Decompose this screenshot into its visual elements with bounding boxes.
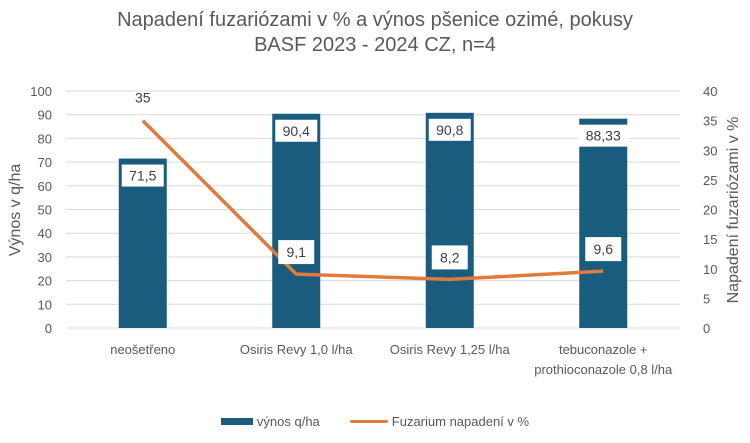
y-tick-label: 10 bbox=[38, 297, 52, 312]
y-tick-label: 40 bbox=[38, 226, 52, 241]
y2-tick-label: 25 bbox=[703, 173, 717, 188]
bar-value-box bbox=[578, 124, 629, 147]
y-tick-label: 50 bbox=[38, 203, 52, 218]
y-tick-label: 0 bbox=[45, 321, 52, 336]
y-tick-label: 20 bbox=[38, 274, 52, 289]
legend-item-bar: výnos q/ha bbox=[220, 414, 320, 429]
y2-tick-label: 0 bbox=[703, 321, 710, 336]
legend: výnos q/ha Fuzarium napadení v % bbox=[0, 414, 750, 429]
chart-title-line-1: Napadení fuzariózami v % a výnos pšenice… bbox=[117, 9, 633, 31]
y-tick-label: 80 bbox=[38, 131, 52, 146]
bar-value-label: 71,5 bbox=[129, 168, 156, 184]
line-swatch-icon bbox=[349, 420, 388, 423]
y2-tick-label: 35 bbox=[703, 114, 717, 129]
legend-line-label: Fuzarium napadení v % bbox=[391, 414, 530, 429]
x-category-label: Osiris Revy 1,0 l/ha bbox=[240, 342, 353, 357]
line-value-box bbox=[278, 240, 315, 265]
x-category-label: tebuconazole + bbox=[559, 342, 648, 357]
chart-title-line-2: BASF 2023 - 2024 CZ, n=4 bbox=[254, 34, 496, 56]
bar-value-label: 90,8 bbox=[436, 122, 463, 138]
x-category-label: prothioconazole 0,8 l/ha bbox=[534, 362, 673, 377]
line-value-label: 35 bbox=[135, 90, 151, 106]
line-value-box bbox=[431, 245, 468, 270]
bar-swatch-icon bbox=[220, 418, 253, 425]
bar-value-box bbox=[428, 118, 471, 141]
bar bbox=[118, 158, 167, 328]
y-tick-label: 70 bbox=[38, 155, 52, 170]
bar-value-box bbox=[275, 119, 318, 142]
bar bbox=[272, 113, 321, 328]
bar-value-box bbox=[121, 164, 164, 187]
y2-tick-label: 40 bbox=[703, 84, 717, 99]
x-category-label: neošetřeno bbox=[110, 342, 175, 357]
bar bbox=[425, 112, 474, 328]
legend-bar-label: výnos q/ha bbox=[256, 414, 320, 429]
y2-axis-title: Napadení fuzariózami v % bbox=[725, 117, 742, 304]
y-axis-title: Výnos v q/ha bbox=[7, 164, 24, 257]
y-tick-label: 30 bbox=[38, 250, 52, 265]
y-tick-label: 60 bbox=[38, 179, 52, 194]
bar-value-label: 88,33 bbox=[586, 128, 621, 144]
chart-title: Napadení fuzariózami v % a výnos pšenice… bbox=[0, 8, 750, 58]
x-category-label: Osiris Revy 1,25 l/ha bbox=[390, 342, 511, 357]
line-value-label: 9,1 bbox=[287, 244, 307, 260]
bar-value-label: 90,4 bbox=[283, 123, 310, 139]
line-value-label: 9,6 bbox=[594, 241, 614, 257]
fusarium-line bbox=[141, 119, 604, 282]
y2-tick-label: 10 bbox=[703, 262, 717, 277]
y2-tick-label: 5 bbox=[703, 291, 710, 306]
y2-tick-label: 15 bbox=[703, 232, 717, 247]
line-value-label: 8,2 bbox=[440, 249, 460, 265]
legend-item-line: Fuzarium napadení v % bbox=[349, 414, 530, 429]
y-tick-label: 100 bbox=[30, 84, 52, 99]
y-tick-label: 90 bbox=[38, 108, 52, 123]
line-value-box bbox=[585, 237, 622, 262]
bar bbox=[579, 118, 628, 328]
y2-tick-label: 30 bbox=[703, 143, 717, 158]
y2-tick-label: 20 bbox=[703, 203, 717, 218]
